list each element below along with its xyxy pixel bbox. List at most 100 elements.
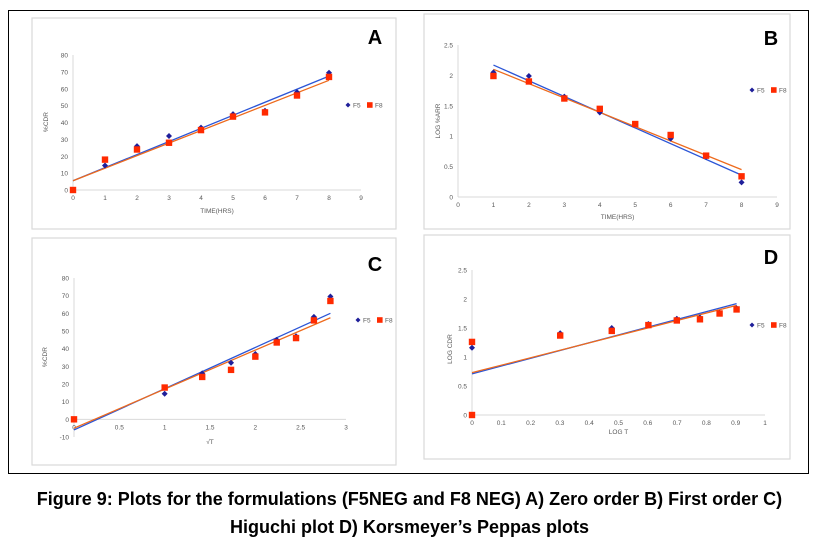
x-tick-label: 3 [563, 202, 567, 209]
panel-frame [31, 237, 397, 466]
data-point-f8 [596, 105, 603, 113]
x-tick-label: 1 [163, 424, 167, 431]
panel-letter-label: C [368, 254, 382, 276]
x-tick-label: 7 [295, 195, 299, 202]
x-tick-label: 0 [470, 420, 474, 427]
x-axis-title: TIME(HRS) [200, 208, 234, 215]
data-point-f5 [738, 179, 745, 186]
data-point-f8 [608, 327, 615, 335]
x-tick-label: 4 [199, 195, 203, 202]
figure-caption-line-1: Figure 9: Plots for the formulations (F5… [36, 489, 783, 509]
x-tick-label: 4 [598, 202, 602, 209]
y-tick-label: 10 [61, 171, 69, 178]
data-point-f8 [645, 321, 652, 329]
x-tick-label: 5 [231, 195, 235, 202]
y-tick-label: 30 [61, 137, 69, 144]
data-point-f5 [161, 390, 168, 397]
x-tick-label: 5 [633, 202, 637, 209]
y-tick-label: 30 [62, 364, 70, 371]
data-point-f8 [667, 131, 674, 139]
x-tick-label: 8 [740, 202, 744, 209]
data-point-f8 [199, 373, 206, 381]
data-point-f8 [556, 332, 564, 339]
data-point-f8 [702, 152, 710, 159]
data-point-f5 [166, 133, 172, 139]
data-point-f8 [673, 317, 681, 324]
y-tick-label: 0.5 [444, 164, 453, 171]
data-point-f8 [229, 113, 237, 120]
data-point-f8 [292, 334, 300, 342]
x-tick-label: 2 [527, 202, 531, 209]
y-tick-label: 80 [61, 53, 69, 60]
data-point-f8 [327, 297, 334, 305]
data-point-f8 [733, 306, 740, 313]
legend-marker-f8 [367, 102, 373, 108]
x-tick-label: 0 [71, 195, 75, 202]
x-tick-label: 0 [456, 202, 460, 209]
panel-letter-label: A [368, 27, 382, 49]
x-tick-label: 6 [669, 202, 673, 209]
y-tick-label: 70 [62, 293, 70, 300]
y-tick-label: 0 [65, 417, 69, 424]
data-point-f8 [696, 316, 704, 323]
y-tick-label: 2.5 [444, 43, 453, 50]
y-tick-label: 2 [449, 73, 453, 80]
x-tick-label: 2.5 [296, 424, 305, 431]
data-point-f5 [525, 73, 532, 80]
legend-label-f8: F8 [779, 323, 787, 330]
figure-border [8, 10, 809, 474]
x-tick-label: 3 [344, 424, 348, 431]
legend-label-f5: F5 [353, 103, 361, 110]
x-tick-label: 0.1 [497, 420, 506, 427]
x-axis-title: LOG T [609, 429, 628, 436]
y-tick-label: -10 [60, 435, 70, 442]
legend-marker-f8 [377, 317, 383, 323]
legend-label-f8: F8 [779, 88, 787, 95]
x-tick-label: 7 [704, 202, 708, 209]
y-tick-label: 2 [463, 297, 467, 304]
panel-frame [31, 17, 397, 230]
chart-panel-a: 0 10 20 30 40 50 60 70 80 0 1 2 3 4 5 6 7 8 9 TIME(HRS) %CDR… [31, 17, 397, 230]
legend-marker-f8 [771, 87, 777, 93]
x-tick-label: 2 [135, 195, 139, 202]
legend-label-f5: F5 [363, 318, 371, 325]
data-point-f8 [738, 173, 745, 180]
panel-frame [423, 13, 791, 230]
panel-letter-label: D [764, 247, 778, 269]
data-point-f8 [165, 139, 173, 146]
trendline-f8 [493, 68, 742, 171]
legend-label-f5: F5 [757, 323, 765, 330]
data-point-f8 [273, 339, 280, 346]
trendline-f8 [471, 304, 737, 374]
data-point-f5 [469, 344, 475, 351]
data-point-f8 [101, 156, 109, 163]
x-tick-label: 0.5 [115, 424, 124, 431]
figure-caption-line-2: Higuchi plot D) Korsmeyer’s Peppas plots [229, 517, 590, 537]
y-tick-label: 1 [449, 134, 453, 141]
x-tick-label: 8 [327, 195, 331, 202]
data-point-f8 [561, 95, 568, 102]
y-tick-label: 70 [61, 69, 69, 76]
x-tick-label: 2 [254, 424, 258, 431]
x-tick-label: 9 [359, 195, 363, 202]
y-axis-title: LOG CDR [447, 334, 454, 364]
y-tick-label: 60 [62, 311, 70, 318]
y-tick-label: 50 [61, 103, 69, 110]
y-tick-label: 40 [61, 120, 69, 127]
x-tick-label: 1.5 [205, 424, 214, 431]
legend-label-f8: F8 [375, 103, 383, 110]
data-point-f8 [468, 338, 476, 346]
chart-panel-b: 0 0.5 1 1.5 2 2.5 0 1 2 3 4 5 6 7 8 9 TIME(HRS) LOG %ARR B… [423, 13, 791, 230]
y-tick-label: 50 [62, 329, 70, 336]
y-tick-label: 1.5 [444, 103, 453, 110]
x-tick-label: 1 [103, 195, 107, 202]
data-point-f8 [197, 126, 205, 134]
data-point-f8 [632, 120, 639, 128]
x-tick-label: 1 [763, 420, 767, 427]
x-tick-label: 0.2 [526, 420, 535, 427]
data-point-f8 [490, 72, 497, 80]
y-tick-label: 40 [62, 346, 70, 353]
y-tick-label: 0 [449, 195, 453, 202]
